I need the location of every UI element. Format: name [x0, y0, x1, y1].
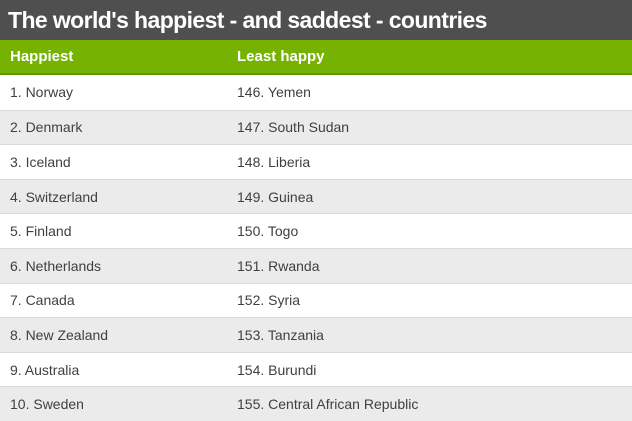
- table-row: 9. Australia 154. Burundi: [0, 351, 632, 387]
- happiest-cell: 8. New Zealand: [10, 326, 109, 343]
- table-row: 5. Finland 150. Togo: [0, 213, 632, 248]
- happiest-cell: 1. Norway: [10, 84, 74, 101]
- least-happy-cell: 154. Burundi: [237, 361, 317, 378]
- happiest-cell: 9. Australia: [10, 361, 80, 378]
- table-row: 2. Denmark 147. South Sudan: [0, 109, 632, 145]
- table-row: 3. Iceland 148. Liberia: [0, 144, 632, 179]
- happiest-cell: 5. Finland: [10, 223, 72, 240]
- least-happy-cell: 151. Rwanda: [237, 257, 320, 274]
- happiest-cell: 3. Iceland: [10, 153, 71, 170]
- least-happy-cell: 146. Yemen: [237, 84, 311, 101]
- table-row: 4. Switzerland 149. Guinea: [0, 178, 632, 214]
- table-row: 6. Netherlands 151. Rwanda: [0, 247, 632, 283]
- least-happy-cell: 152. Syria: [237, 292, 301, 309]
- least-happy-cell: 149. Guinea: [237, 188, 314, 205]
- happiest-cell: 10. Sweden: [10, 396, 84, 413]
- happiest-cell: 4. Switzerland: [10, 188, 98, 205]
- least-happy-cell: 153. Tanzania: [237, 326, 324, 343]
- table-body: 1. Norway 146. Yemen 2. Denmark 147. Sou…: [0, 75, 632, 421]
- least-happy-cell: 148. Liberia: [237, 153, 311, 170]
- happiest-cell: 7. Canada: [10, 292, 75, 309]
- page-title: The world's happiest - and saddest - cou…: [8, 6, 487, 33]
- title-bar: The world's happiest - and saddest - cou…: [0, 0, 632, 40]
- column-header-happiest: Happiest: [10, 48, 74, 65]
- happiness-table: Happiest Least happy 1. Norway 146. Yeme…: [0, 40, 632, 421]
- table-row: 7. Canada 152. Syria: [0, 282, 632, 318]
- least-happy-cell: 150. Togo: [237, 223, 299, 240]
- table-row: 1. Norway 146. Yemen: [0, 75, 632, 110]
- happiest-cell: 2. Denmark: [10, 119, 83, 136]
- column-header-least-happy: Least happy: [237, 48, 325, 65]
- least-happy-cell: 155. Central African Republic: [237, 396, 419, 413]
- table-row: 8. New Zealand 153. Tanzania: [0, 317, 632, 352]
- least-happy-cell: 147. South Sudan: [237, 119, 350, 136]
- table-row: 10. Sweden 155. Central African Republic: [0, 386, 632, 421]
- happiest-cell: 6. Netherlands: [10, 257, 102, 274]
- table-header-row: Happiest Least happy: [0, 40, 632, 75]
